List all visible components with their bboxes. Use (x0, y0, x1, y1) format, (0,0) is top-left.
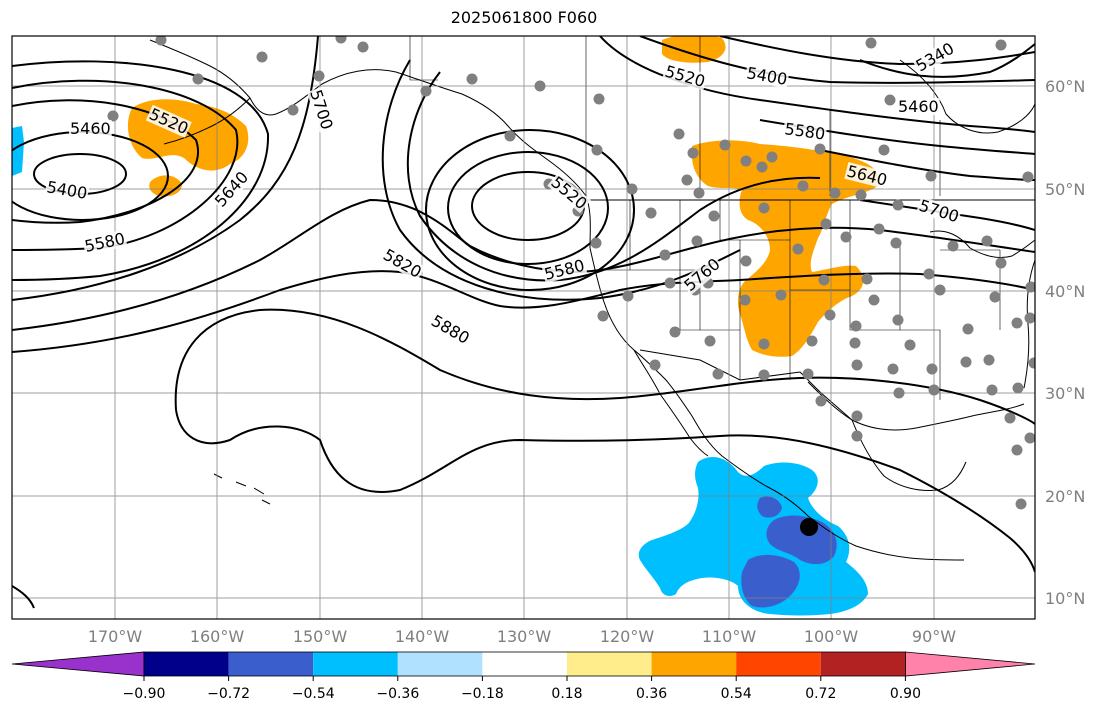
us-mexico-border (639, 349, 853, 421)
north-positive-anomaly (662, 36, 726, 63)
mexico-negative-anomaly (638, 457, 868, 616)
pacific-strong-negative-anomaly (741, 554, 800, 608)
lat-label: 40°N (1045, 282, 1085, 301)
colorbar-tick-label: 0.54 (721, 686, 752, 702)
lat-label: 30°N (1045, 384, 1085, 403)
baja-california (633, 349, 709, 457)
lon-label: 110°W (702, 627, 757, 646)
colorbar-segment (313, 652, 398, 676)
colorbar-tick-label: −0.72 (207, 686, 250, 702)
alaska-peninsula (163, 97, 251, 145)
mexico-strong-negative-anomaly (766, 515, 837, 565)
colorbar-tick-label: 0.90 (890, 686, 921, 702)
lon-label: 120°W (600, 627, 655, 646)
lon-label: 170°W (88, 627, 143, 646)
longitude-labels: 170°W 160°W 150°W 140°W 130°W 120°W 110°… (88, 627, 956, 646)
colorbar-segment (736, 652, 821, 676)
lon-label: 150°W (293, 627, 348, 646)
lat-label: 60°N (1045, 77, 1085, 96)
latitude-labels: 60°N 50°N 40°N 30°N 20°N 10°N (1045, 77, 1085, 608)
colorbar-tick-label: 0.36 (636, 686, 667, 702)
colorbar-tick-label: −0.54 (292, 686, 335, 702)
lon-label: 90°W (912, 627, 956, 646)
colorbar-segment (397, 652, 483, 676)
lon-label: 100°W (804, 627, 859, 646)
lat-label: 50°N (1045, 180, 1085, 199)
lon-label: 160°W (190, 627, 245, 646)
colorbar-tick-label: 0.18 (551, 686, 582, 702)
colorbar-tick-label: −0.18 (461, 686, 504, 702)
station-dots (107, 36, 1035, 510)
lon-label: 130°W (497, 627, 552, 646)
great-lakes (929, 230, 1035, 259)
edge-negative-anomaly (12, 126, 24, 176)
colorbar: −0.90 −0.72 −0.54 −0.36 −0.18 0.18 0.36 … (11, 651, 1036, 702)
colorbar-tick-label: −0.90 (123, 686, 166, 702)
colorbar-segment (482, 652, 567, 676)
height-contours (12, 36, 1035, 609)
colorbar-frame (143, 651, 906, 677)
hawaii-islands (213, 473, 271, 505)
coastlines (149, 39, 1035, 561)
alaska-coastline (149, 39, 591, 249)
graticule (12, 36, 1035, 619)
us-west-coast (589, 247, 965, 561)
colorbar-min-extension (11, 651, 145, 677)
colorbar-max-extension (905, 651, 1036, 677)
lat-label: 20°N (1045, 487, 1085, 506)
pacific-strong-negative-anomaly-small (757, 496, 782, 518)
contour-label: 5460 (898, 97, 939, 116)
contour-label: 5460 (70, 119, 111, 138)
colorbar-segment (144, 652, 229, 676)
colorbar-tick-label: 0.72 (805, 686, 836, 702)
yucatan-coast (851, 419, 967, 491)
colorbar-segment (820, 652, 906, 676)
atlantic-coast (1023, 259, 1035, 389)
map-title: 2025061800 F060 (450, 8, 598, 27)
gulf-coast (807, 381, 1025, 431)
colorbar-segment (567, 652, 652, 676)
lon-label: 140°W (395, 627, 450, 646)
colorbar-tick-label: −0.36 (376, 686, 419, 702)
colorbar-segment (228, 652, 314, 676)
map-frame (11, 35, 1036, 620)
location-marker (800, 518, 818, 536)
lat-label: 10°N (1045, 589, 1085, 608)
colorbar-segment (651, 652, 737, 676)
